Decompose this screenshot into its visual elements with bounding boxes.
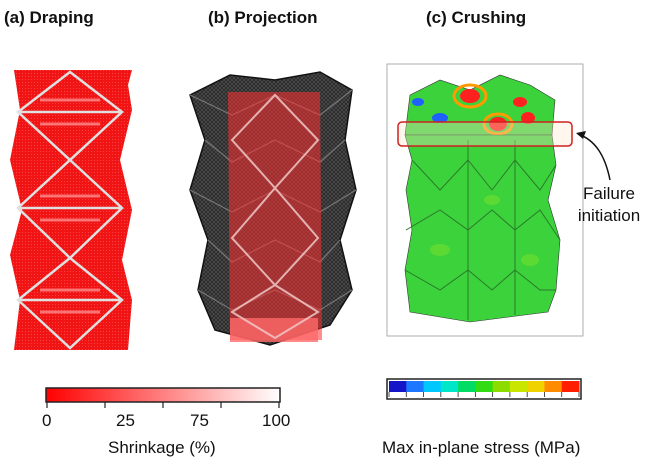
stress-band bbox=[475, 381, 494, 392]
shrinkage-label: Shrinkage (%) bbox=[108, 438, 216, 457]
shrinkage-tick-0: 0 bbox=[42, 411, 52, 430]
failure-highlight-box bbox=[397, 121, 573, 147]
stress-band bbox=[544, 381, 563, 392]
stress-band bbox=[509, 381, 528, 392]
panel-c-title: (c) Crushing bbox=[426, 8, 527, 27]
shrinkage-tick-75: 75 bbox=[190, 411, 209, 430]
crushing-model bbox=[386, 63, 584, 337]
stress-band bbox=[561, 381, 580, 392]
draping-pattern bbox=[10, 70, 132, 350]
panel-b-title: (b) Projection bbox=[208, 8, 318, 27]
stress-band bbox=[406, 381, 425, 392]
shrinkage-colorbar bbox=[45, 387, 281, 403]
shrinkage-tick-25: 25 bbox=[116, 411, 135, 430]
stress-band bbox=[527, 381, 545, 392]
failure-label-line1: Failure bbox=[583, 184, 635, 203]
stress-colorbar-ticks bbox=[388, 392, 580, 397]
stress-label: Max in-plane stress (MPa) bbox=[382, 438, 581, 457]
shrinkage-colorbar-ticks bbox=[46, 402, 280, 408]
failure-initiation-label: Failure initiation bbox=[570, 183, 648, 227]
stress-band bbox=[458, 381, 476, 392]
projection-model bbox=[189, 71, 357, 346]
panel-a-title: (a) Draping bbox=[4, 8, 94, 27]
failure-label-line2: initiation bbox=[577, 206, 641, 225]
shrinkage-tick-100: 100 bbox=[262, 411, 291, 430]
stress-band bbox=[423, 381, 442, 392]
arrowhead-icon bbox=[576, 131, 586, 139]
stress-colorbar bbox=[389, 381, 580, 392]
stress-band bbox=[389, 381, 407, 392]
stress-band bbox=[492, 381, 511, 392]
stress-band bbox=[440, 381, 459, 392]
